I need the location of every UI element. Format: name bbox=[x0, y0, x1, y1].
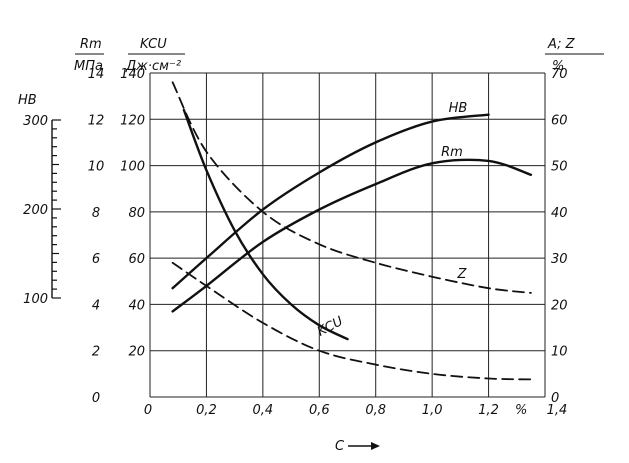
c-tick-label: 0 bbox=[144, 403, 152, 418]
hb-tick-label: 100 bbox=[23, 292, 48, 307]
curve-label-z: Z bbox=[457, 267, 468, 282]
hb-tick-label: 200 bbox=[23, 203, 48, 218]
az-tick-label: 50 bbox=[551, 160, 568, 175]
az-tick-label: 0 bbox=[551, 391, 559, 406]
x-axis-arrow bbox=[348, 442, 380, 450]
rm-axis-header: Rm bbox=[80, 37, 102, 52]
rm-tick-label: 10 bbox=[88, 160, 105, 175]
kcu-tick-label: 20 bbox=[128, 345, 145, 360]
kcu-tick-label: 140 bbox=[120, 67, 145, 82]
rm-tick-label: 0 bbox=[92, 391, 100, 406]
kcu-tick-label: 60 bbox=[128, 252, 145, 267]
kcu-tick-label: 120 bbox=[120, 113, 145, 128]
c-tick-label: 0,2 bbox=[196, 403, 217, 418]
c-tick-label: 1,0 bbox=[422, 403, 443, 418]
az-tick-label: 30 bbox=[551, 252, 568, 267]
c-tick-label: 0,4 bbox=[253, 403, 274, 418]
curve-label-hb: HB bbox=[449, 101, 468, 116]
az-tick-label: 20 bbox=[551, 298, 568, 313]
c-tick-label: 0,6 bbox=[309, 403, 330, 418]
c-tick-label: 1,2 bbox=[478, 403, 499, 418]
rm-axis-unit: МПа bbox=[74, 59, 103, 74]
rm-tick-label: 2 bbox=[92, 345, 100, 360]
curve-rm bbox=[171, 158, 533, 313]
rm-tick-label: 14 bbox=[88, 67, 105, 82]
curve-z bbox=[171, 81, 532, 294]
rm-axis-ticks: 0 2 4 6 8 10 12 14 bbox=[88, 67, 105, 406]
hb-tick-label: 300 bbox=[23, 114, 48, 129]
az-axis-unit: % bbox=[552, 59, 564, 74]
c-axis-ticks: 0 0,2 0,4 0,6 0,8 1,0 1,2 1,4 bbox=[144, 403, 567, 418]
c-tick-label: 0,8 bbox=[365, 403, 386, 418]
az-tick-label: 60 bbox=[551, 113, 568, 128]
hb-axis-header: HB bbox=[18, 93, 37, 108]
curve-kcu bbox=[182, 108, 349, 341]
kcu-tick-label: 40 bbox=[128, 298, 145, 313]
az-axis-header: A; Z bbox=[547, 37, 576, 52]
c-tick-label: 1,4 bbox=[547, 403, 568, 418]
kcu-axis-header: KCU bbox=[140, 37, 167, 52]
x-axis-label: C bbox=[335, 439, 345, 454]
rm-tick-label: 6 bbox=[92, 252, 100, 267]
curve-unnamed-4 bbox=[171, 261, 532, 381]
curve-label-rm: Rm bbox=[441, 145, 463, 160]
hb-scale: 300 200 100 bbox=[23, 114, 61, 307]
rm-tick-label: 8 bbox=[92, 206, 100, 221]
kcu-tick-label: 80 bbox=[128, 206, 145, 221]
curve-hb bbox=[171, 113, 490, 290]
az-tick-label: 10 bbox=[551, 345, 568, 360]
kcu-axis-ticks: 20 40 60 80 100 120 140 bbox=[120, 67, 145, 360]
kcu-tick-label: 100 bbox=[120, 160, 145, 175]
az-axis-ticks: 0 10 20 30 40 50 60 70 bbox=[551, 67, 568, 406]
kcu-axis-unit: Дж·см⁻² bbox=[125, 59, 181, 74]
grid bbox=[149, 72, 546, 398]
rm-tick-label: 12 bbox=[88, 113, 105, 128]
x-axis-unit: % bbox=[515, 403, 527, 418]
rm-tick-label: 4 bbox=[92, 298, 100, 313]
az-tick-label: 40 bbox=[551, 206, 568, 221]
az-tick-label: 70 bbox=[551, 67, 568, 82]
